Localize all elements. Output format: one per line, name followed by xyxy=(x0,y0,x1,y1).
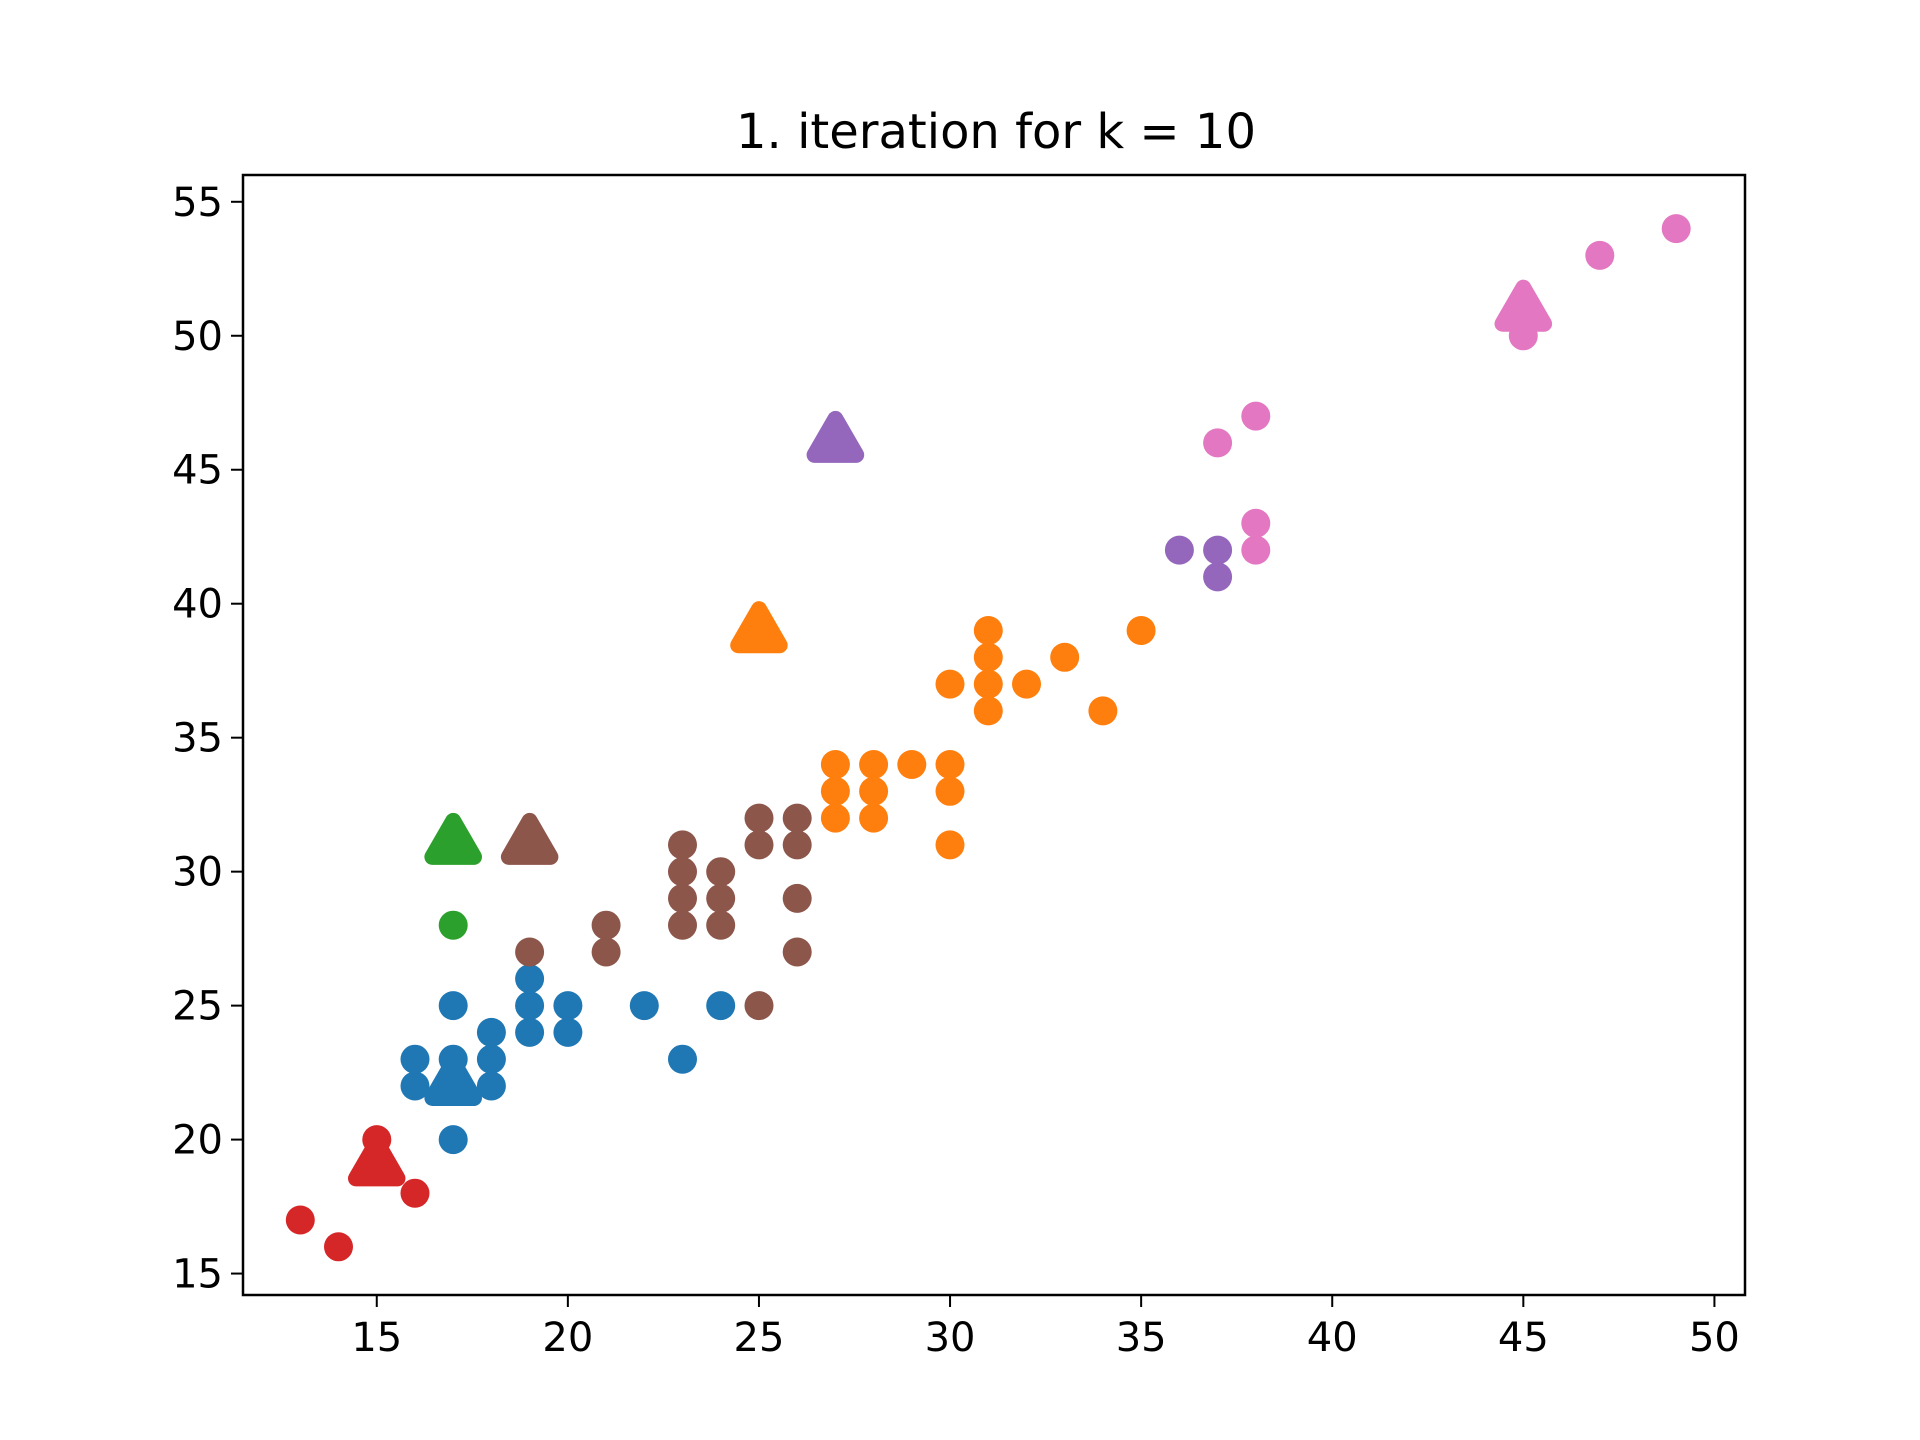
data-point xyxy=(973,642,1003,672)
y-tick-label: 15 xyxy=(172,1252,223,1298)
centroid-marker xyxy=(424,812,482,865)
data-point xyxy=(476,1044,506,1074)
data-point xyxy=(744,803,774,833)
data-point xyxy=(706,883,736,913)
chart-title: 1. iteration for k = 10 xyxy=(736,104,1256,160)
data-point xyxy=(973,696,1003,726)
data-point xyxy=(668,883,697,913)
x-tick-label: 15 xyxy=(351,1315,402,1361)
data-point xyxy=(935,776,965,806)
x-tick-label: 40 xyxy=(1307,1315,1358,1361)
data-point xyxy=(1012,669,1041,699)
data-point xyxy=(515,964,545,994)
data-point xyxy=(782,803,812,833)
data-point xyxy=(668,1044,697,1074)
y-tick-label: 25 xyxy=(172,984,223,1030)
x-tick-label: 25 xyxy=(734,1315,785,1361)
centroid-marker xyxy=(1494,279,1553,332)
data-point xyxy=(591,910,621,940)
data-point xyxy=(935,830,965,860)
plot-frame xyxy=(241,173,1747,1297)
data-point xyxy=(285,1205,315,1235)
data-point xyxy=(782,830,812,860)
centroid-marker xyxy=(348,1134,406,1187)
data-point xyxy=(476,1071,506,1101)
data-point xyxy=(1088,696,1118,726)
x-tick-label: 30 xyxy=(925,1315,976,1361)
data-point xyxy=(1050,642,1080,672)
data-point xyxy=(668,857,697,887)
data-point xyxy=(400,1071,430,1101)
data-point xyxy=(935,750,965,779)
data-point xyxy=(438,1125,468,1155)
data-point xyxy=(1661,214,1691,244)
data-point xyxy=(668,830,697,860)
data-point xyxy=(1126,616,1156,645)
data-point xyxy=(782,883,812,913)
data-point xyxy=(400,1044,430,1074)
data-point xyxy=(1241,401,1271,431)
data-point xyxy=(591,937,621,967)
data-point xyxy=(973,616,1003,645)
data-point xyxy=(1241,508,1271,538)
y-tick-label: 30 xyxy=(172,850,223,896)
data-point xyxy=(1203,562,1233,592)
x-axis: 15 20 25 30 35 40 45 50 xyxy=(351,1295,1740,1361)
centroid-marker xyxy=(806,410,865,463)
data-point xyxy=(400,1178,430,1208)
data-point xyxy=(629,991,659,1021)
data-point xyxy=(820,803,850,833)
data-point xyxy=(1203,428,1233,458)
centroid-marker xyxy=(424,1054,482,1106)
y-tick-label: 20 xyxy=(172,1118,223,1164)
centroid-marker xyxy=(730,601,788,654)
data-point xyxy=(324,1232,353,1262)
data-point xyxy=(1585,240,1615,270)
data-point xyxy=(820,750,850,779)
data-point xyxy=(553,991,583,1021)
data-point xyxy=(973,669,1003,699)
data-point xyxy=(1241,535,1271,565)
data-point xyxy=(859,776,889,806)
x-tick-label: 35 xyxy=(1116,1315,1167,1361)
data-point xyxy=(515,937,545,967)
data-point xyxy=(744,830,774,860)
data-point xyxy=(553,1017,583,1047)
data-point xyxy=(706,991,736,1021)
y-tick-label: 55 xyxy=(172,180,223,226)
data-point xyxy=(820,776,850,806)
y-tick-label: 50 xyxy=(172,314,223,360)
y-tick-label: 40 xyxy=(172,582,223,628)
data-point xyxy=(515,991,545,1021)
x-tick-label: 50 xyxy=(1689,1315,1740,1361)
x-tick-label: 20 xyxy=(542,1315,593,1361)
data-point xyxy=(935,669,965,699)
y-tick-label: 45 xyxy=(172,448,223,494)
data-point xyxy=(897,750,927,779)
data-point xyxy=(1164,535,1194,565)
data-point xyxy=(859,803,889,833)
y-tick-label: 35 xyxy=(172,716,223,762)
data-point xyxy=(744,991,774,1021)
x-tick-label: 45 xyxy=(1498,1315,1549,1361)
data-point xyxy=(476,1017,506,1047)
data-point xyxy=(1203,535,1233,565)
data-point xyxy=(706,857,736,887)
centroid-marker xyxy=(500,812,559,865)
data-point xyxy=(706,910,736,940)
y-axis: 15 20 25 30 35 40 45 50 55 xyxy=(172,180,243,1298)
data-point xyxy=(859,750,889,779)
plot-marks xyxy=(285,214,1691,1262)
data-point xyxy=(782,937,812,967)
data-point xyxy=(515,1017,545,1047)
data-point xyxy=(668,910,697,940)
data-point xyxy=(438,910,468,940)
data-point xyxy=(438,991,468,1021)
